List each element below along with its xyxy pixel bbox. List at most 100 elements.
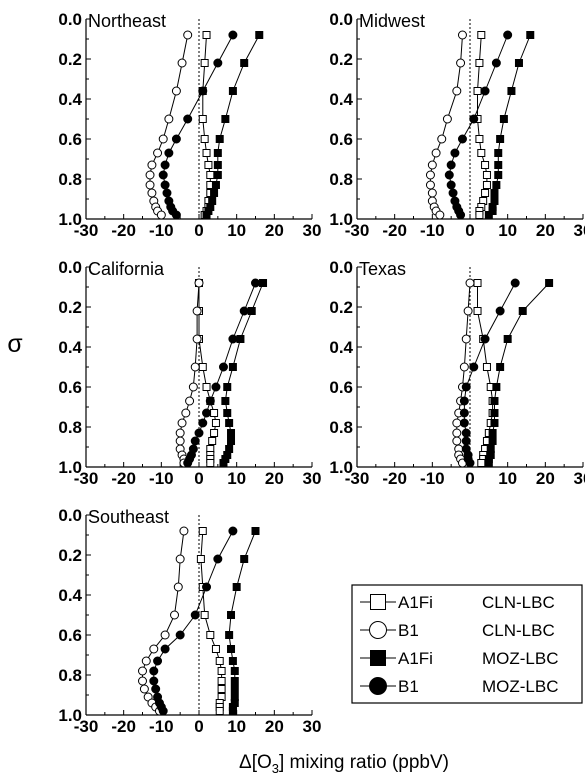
data-point xyxy=(431,148,441,158)
data-point xyxy=(228,30,238,40)
data-point xyxy=(481,189,490,197)
data-point xyxy=(475,211,484,219)
data-point xyxy=(164,114,174,124)
y-tick-label: 0.0 xyxy=(58,10,82,29)
data-point xyxy=(198,527,207,535)
legend-scenario: A1Fi xyxy=(398,649,433,668)
x-tick-label: 0 xyxy=(194,717,203,736)
data-point xyxy=(475,59,484,67)
data-point xyxy=(202,149,211,157)
legend-entry: A1Fi MOZ-LBC xyxy=(360,649,559,668)
data-point xyxy=(227,645,236,653)
data-point xyxy=(452,428,462,438)
data-point xyxy=(230,667,239,675)
legend-scenario: B1 xyxy=(398,621,419,640)
y-tick-label: 0.4 xyxy=(329,338,353,357)
data-point xyxy=(446,160,456,170)
data-point xyxy=(459,418,469,428)
data-point xyxy=(490,409,499,417)
y-tick-label: 0.0 xyxy=(329,10,353,29)
data-point xyxy=(160,644,170,654)
data-point xyxy=(177,58,187,68)
data-point xyxy=(255,31,264,39)
data-point xyxy=(215,135,224,143)
data-point xyxy=(202,582,212,592)
data-point xyxy=(484,211,493,219)
data-point xyxy=(147,188,157,198)
data-point xyxy=(427,188,437,198)
x-tick-label: 0 xyxy=(465,469,474,488)
region-label: Southeast xyxy=(88,507,169,527)
data-point xyxy=(173,582,183,592)
data-point xyxy=(175,428,185,438)
data-point xyxy=(211,645,220,653)
data-point xyxy=(514,59,523,67)
data-point xyxy=(202,211,211,219)
y-tick-label: 1.0 xyxy=(329,458,353,477)
data-point xyxy=(175,630,185,640)
data-point xyxy=(206,171,215,179)
data-point xyxy=(215,657,224,665)
data-point xyxy=(452,418,462,428)
data-point xyxy=(473,279,482,287)
y-tick-label: 0.0 xyxy=(58,258,82,277)
data-point xyxy=(459,408,469,418)
data-point xyxy=(145,170,155,180)
y-tick-label: 0.8 xyxy=(329,418,353,437)
data-point xyxy=(510,278,520,288)
panels-group: -30 -20 -10 0 10 20 30 0.0 0.2 0.4 0.6 0.8 1.0 Northe… xyxy=(58,10,585,736)
x-tick-label: 10 xyxy=(227,717,246,736)
data-point xyxy=(141,656,151,666)
data-point xyxy=(259,279,268,287)
series-3 xyxy=(183,278,260,468)
data-point xyxy=(202,383,211,391)
data-point xyxy=(225,419,234,427)
data-point xyxy=(223,409,232,417)
data-point xyxy=(194,428,204,438)
data-point xyxy=(213,149,222,157)
data-point xyxy=(213,58,223,68)
legend-scenario: A1Fi xyxy=(398,593,433,612)
data-point xyxy=(425,180,435,190)
data-point xyxy=(149,644,159,654)
x-tick-label: -30 xyxy=(74,717,99,736)
data-point xyxy=(158,170,168,180)
data-point xyxy=(239,306,249,316)
panel-texas: -30 -20 -10 0 10 20 30 0.0 0.2 0.4 0.6 0.8 1.0 Texas xyxy=(329,258,585,488)
series-1 xyxy=(145,30,193,220)
data-point xyxy=(179,526,189,536)
panel-midwest: -30 -20 -10 0 10 20 30 0.0 0.2 0.4 0.6 0.8 1.0 Midwes… xyxy=(329,10,585,240)
data-point xyxy=(490,419,499,427)
data-point xyxy=(190,610,200,620)
data-point xyxy=(457,134,467,144)
subscript-3: 3 xyxy=(272,761,279,776)
data-point xyxy=(518,307,527,315)
data-point xyxy=(456,58,466,68)
y-tick-label: 1.0 xyxy=(58,210,82,229)
x-tick-label: 0 xyxy=(194,469,203,488)
y-tick-label: 0.6 xyxy=(329,378,353,397)
x-tick-label: -30 xyxy=(345,469,370,488)
data-point xyxy=(218,362,228,372)
series-3 xyxy=(158,30,238,220)
data-point xyxy=(206,459,215,467)
data-point xyxy=(488,437,497,445)
y-tick-label: 0.4 xyxy=(58,338,82,357)
data-point xyxy=(202,408,212,418)
legend-entry: B1 CLN-LBC xyxy=(360,621,555,640)
data-point xyxy=(473,87,482,95)
data-point xyxy=(183,114,193,124)
data-point xyxy=(139,684,149,694)
data-point xyxy=(228,87,237,95)
data-point xyxy=(156,210,166,220)
data-point xyxy=(459,396,469,406)
y-tick-label: 0.2 xyxy=(329,298,353,317)
legend-scenario: B1 xyxy=(398,677,419,696)
panel-california: -30 -20 -10 0 10 20 30 0.0 0.2 0.4 0.6 0.8 1.0 Califo… xyxy=(58,258,321,488)
y-tick-label: 0.0 xyxy=(58,506,82,525)
data-point xyxy=(211,419,220,427)
series-3 xyxy=(149,526,238,716)
data-point xyxy=(228,363,237,371)
x-tick-label: 0 xyxy=(465,221,474,240)
x-tick-label: -30 xyxy=(74,469,99,488)
